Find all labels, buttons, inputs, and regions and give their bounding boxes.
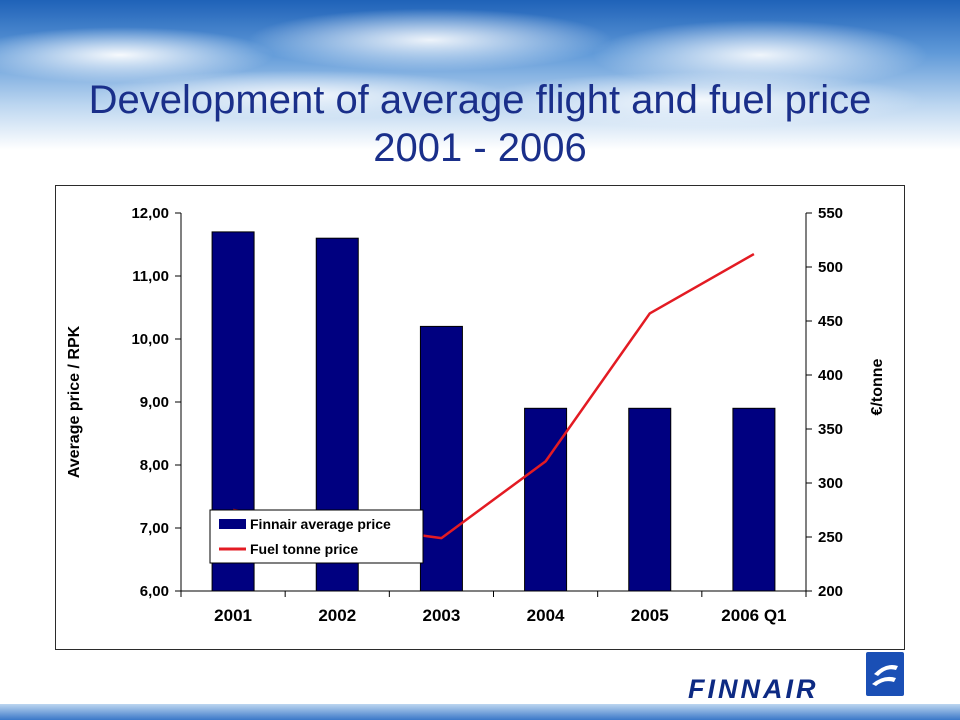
legend-swatch-bar bbox=[219, 519, 246, 529]
y-axis-label: Average price / RPK bbox=[66, 325, 83, 478]
left-tick-label: 10,00 bbox=[131, 331, 169, 348]
title-line-2: 2001 - 2006 bbox=[373, 126, 587, 170]
fuel-price-line bbox=[232, 252, 755, 540]
left-tick-label: 12,00 bbox=[131, 205, 169, 222]
bar bbox=[524, 407, 568, 592]
right-tick-label: 500 bbox=[818, 259, 843, 276]
y2-axis-label: €/tonne bbox=[869, 358, 886, 415]
chart-legend: Finnair average price Fuel tonne price bbox=[209, 509, 424, 564]
right-tick-label: 250 bbox=[818, 529, 843, 546]
x-tick-label: 2001 bbox=[214, 606, 252, 625]
slide-title: Development of average flight and fuel p… bbox=[0, 76, 960, 172]
left-tick-label: 7,00 bbox=[140, 520, 169, 537]
title-line-1: Development of average flight and fuel p… bbox=[88, 78, 872, 122]
legend-label-line: Fuel tonne price bbox=[250, 541, 358, 557]
bottom-bar bbox=[0, 704, 960, 720]
right-tick-label: 300 bbox=[818, 475, 843, 492]
right-tick-label: 200 bbox=[818, 583, 843, 600]
left-tick-label: 11,00 bbox=[132, 268, 169, 285]
x-tick-label: 2003 bbox=[423, 606, 461, 625]
legend-label-bar: Finnair average price bbox=[250, 516, 391, 532]
right-tick-label: 450 bbox=[818, 313, 843, 330]
left-tick-label: 8,00 bbox=[140, 457, 169, 474]
logo-wordmark: FINNAIR bbox=[688, 674, 819, 704]
x-tick-label: 2005 bbox=[631, 606, 669, 625]
left-tick-label: 6,00 bbox=[140, 583, 169, 600]
x-tick-label: 2006 Q1 bbox=[721, 606, 786, 625]
sky-background bbox=[0, 0, 960, 150]
finnair-logo: FINNAIR bbox=[688, 652, 908, 704]
bar bbox=[419, 325, 463, 592]
logo-flag-icon bbox=[866, 652, 904, 696]
right-tick-label: 400 bbox=[818, 367, 843, 384]
bar bbox=[628, 407, 672, 592]
combo-chart: 12,00 11,00 10,00 9,00 8,00 7,00 6,00 550 500 450… bbox=[66, 205, 886, 625]
right-tick-label: 550 bbox=[818, 205, 843, 222]
left-tick-label: 9,00 bbox=[140, 394, 169, 411]
x-tick-label: 2004 bbox=[527, 606, 565, 625]
x-tick-label: 2002 bbox=[318, 606, 356, 625]
bar bbox=[732, 407, 776, 592]
right-tick-label: 350 bbox=[818, 421, 843, 438]
